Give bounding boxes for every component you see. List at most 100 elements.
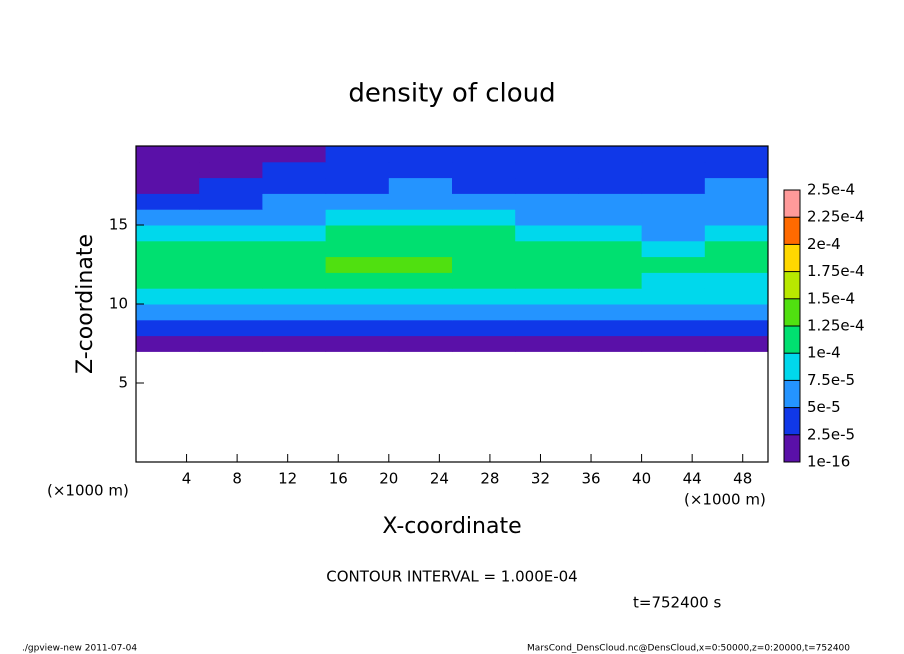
x-tick-label: 32	[531, 470, 550, 488]
cell	[515, 193, 579, 210]
cell	[136, 240, 200, 258]
colorbar-label: 1e-4	[807, 344, 841, 362]
x-tick-label: 20	[379, 470, 398, 488]
cell	[262, 272, 327, 289]
cell	[136, 319, 200, 337]
cell	[704, 319, 769, 337]
y-tick-label: 10	[109, 295, 128, 313]
cell	[704, 304, 769, 321]
cell	[641, 177, 706, 194]
cell	[578, 177, 643, 194]
cell	[704, 177, 769, 194]
colorbar-band	[784, 244, 800, 272]
cell	[515, 256, 579, 273]
cell	[262, 319, 327, 337]
cell	[388, 146, 453, 163]
cell	[515, 272, 579, 289]
cell	[578, 225, 643, 242]
cell	[199, 288, 263, 305]
cell	[641, 256, 706, 273]
cell	[199, 256, 263, 273]
colorbar-band	[784, 190, 800, 218]
cell	[388, 272, 453, 289]
colorbar-band	[784, 271, 800, 299]
footer: MarsCond_DensCloud.nc@DensCloud,x=0:5000…	[527, 644, 850, 654]
cell	[199, 177, 263, 194]
cell	[325, 319, 390, 337]
cell	[578, 240, 643, 258]
cell	[325, 177, 390, 194]
cell	[578, 272, 643, 289]
x-tick-label: 28	[480, 470, 499, 488]
cell	[452, 161, 516, 179]
cell	[262, 146, 327, 163]
colorbar-band	[784, 380, 800, 408]
cell	[388, 240, 453, 258]
x-tick-label: 12	[278, 470, 297, 488]
cell	[515, 240, 579, 258]
cell	[136, 209, 200, 226]
cell	[199, 335, 263, 352]
colorbar-band	[784, 434, 800, 462]
cell	[641, 225, 706, 242]
cell	[641, 193, 706, 210]
colorbar-label: 1.25e-4	[807, 317, 865, 335]
cell	[388, 193, 453, 210]
cell	[578, 335, 643, 352]
cell	[262, 209, 327, 226]
x-tick-label: 24	[430, 470, 449, 488]
cell	[136, 225, 200, 242]
cell	[578, 209, 643, 226]
cell	[388, 209, 453, 226]
cell	[452, 225, 516, 242]
cell	[452, 209, 516, 226]
cell	[325, 240, 390, 258]
cell	[515, 161, 579, 179]
cell	[641, 288, 706, 305]
x-tick-label: 48	[733, 470, 752, 488]
cell	[578, 288, 643, 305]
cell	[452, 272, 516, 289]
cell	[325, 161, 390, 179]
cell	[641, 319, 706, 337]
x-tick-label: 40	[632, 470, 651, 488]
cell	[136, 193, 200, 210]
y-axis-label: Z-coordinate	[73, 234, 98, 374]
cell	[641, 272, 706, 289]
cell	[452, 146, 516, 163]
cell	[199, 225, 263, 242]
cell	[199, 161, 263, 179]
cell	[388, 225, 453, 242]
cell	[578, 256, 643, 273]
cell	[136, 304, 200, 321]
cell	[388, 256, 453, 273]
cell	[452, 177, 516, 194]
cell	[325, 304, 390, 321]
cell	[641, 240, 706, 258]
cell	[515, 177, 579, 194]
cell	[136, 256, 200, 273]
cell	[388, 161, 453, 179]
cell	[704, 240, 769, 258]
cell	[704, 288, 769, 305]
cell	[325, 335, 390, 352]
x-tick-label: 8	[232, 470, 242, 488]
cell	[199, 209, 263, 226]
colorbar-band	[784, 407, 800, 435]
cell	[388, 304, 453, 321]
cell	[136, 146, 200, 163]
x-tick-label: 44	[683, 470, 702, 488]
cell	[136, 272, 200, 289]
cell	[325, 193, 390, 210]
cell	[578, 146, 643, 163]
cell	[452, 240, 516, 258]
cell	[515, 319, 579, 337]
cell	[262, 161, 327, 179]
colorbar-band	[784, 353, 800, 381]
cell	[704, 335, 769, 352]
cell	[452, 288, 516, 305]
cell	[515, 335, 579, 352]
cell	[325, 272, 390, 289]
cell	[578, 161, 643, 179]
